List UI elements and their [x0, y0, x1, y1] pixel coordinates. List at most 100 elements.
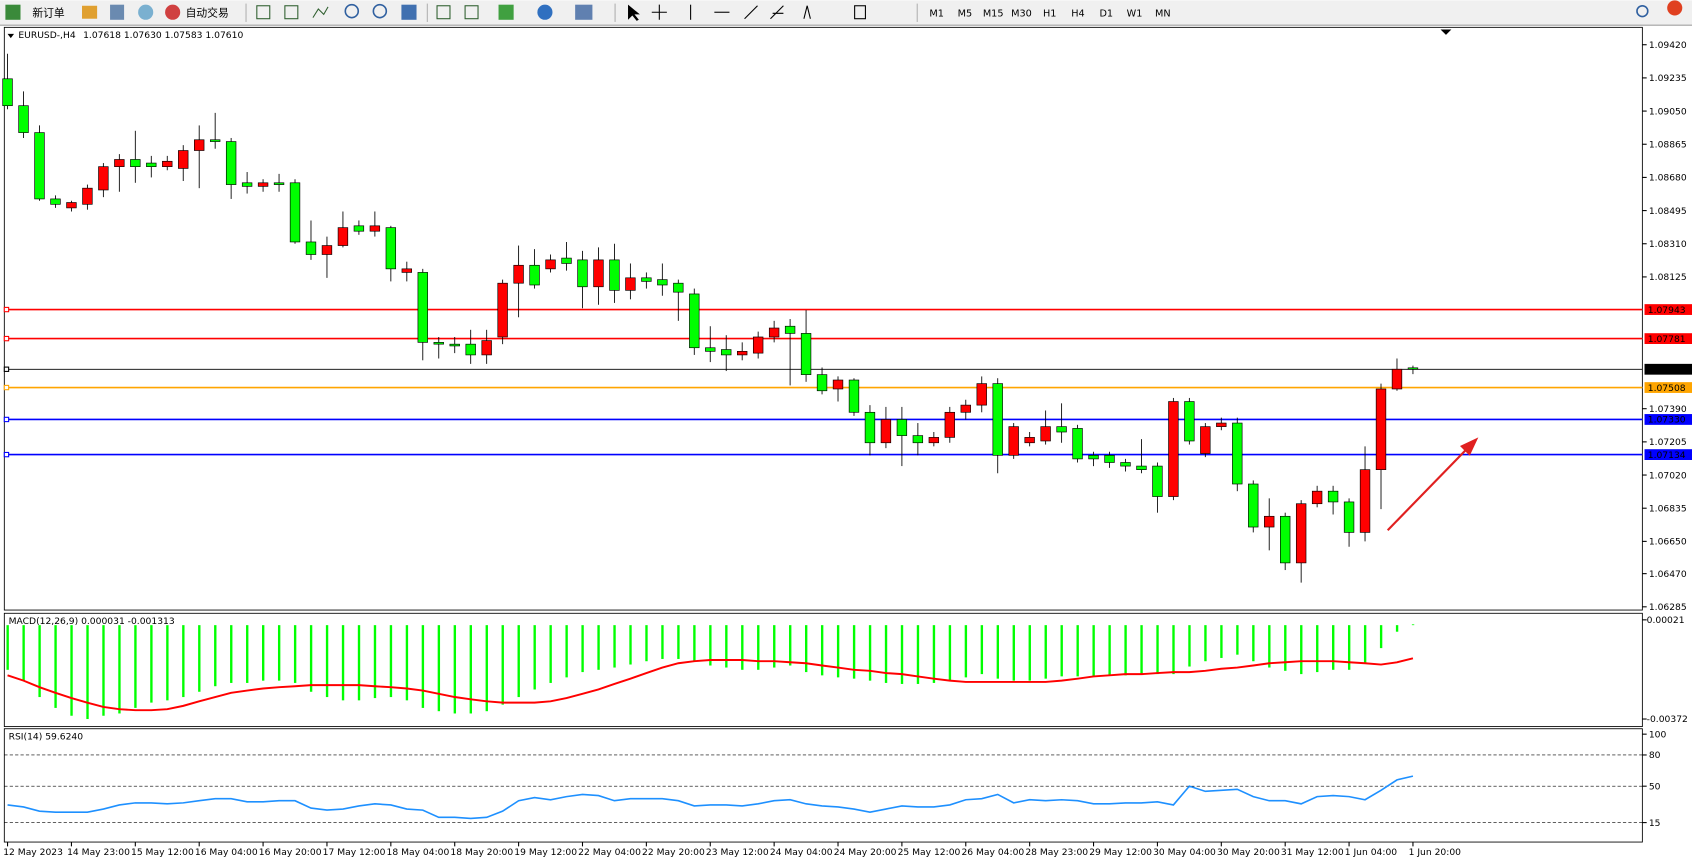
candle-body — [816, 374, 828, 392]
macd-histogram-bar — [277, 625, 281, 681]
y-tick-label: 50 — [1649, 781, 1661, 792]
candle-body — [1216, 422, 1227, 427]
chart-line-icon[interactable] — [312, 6, 329, 18]
macd-histogram-bar — [1395, 625, 1399, 632]
candle-body — [130, 159, 141, 167]
x-tick-label: 12 May 2023 — [3, 847, 63, 858]
tool-icon[interactable] — [138, 4, 154, 20]
candle-body — [657, 279, 668, 286]
cursor-icon[interactable] — [628, 4, 640, 21]
macd-histogram-bar — [373, 625, 377, 699]
new-order-icon[interactable] — [5, 4, 21, 20]
timeframe-button[interactable]: M5 — [958, 9, 973, 20]
level-price-box — [1644, 414, 1692, 425]
candle-body — [1359, 469, 1371, 533]
level-price-box — [1644, 449, 1692, 460]
notification-badge[interactable] — [1667, 0, 1683, 16]
macd-histogram-bar — [389, 625, 393, 698]
new-order-button[interactable]: 新订单 — [32, 7, 65, 20]
candle-body — [1008, 426, 1019, 456]
macd-histogram-bar — [916, 625, 920, 684]
timeframe-button[interactable]: H1 — [1043, 9, 1056, 20]
tool-icon[interactable] — [82, 5, 98, 19]
rsi-frame — [3, 728, 1643, 843]
macd-histogram-bar — [549, 625, 552, 683]
autoscroll-icon[interactable] — [436, 5, 451, 20]
macd-histogram-bar — [677, 625, 680, 659]
y-tick-label: 1.08680 — [1649, 173, 1687, 184]
periods-icon[interactable] — [537, 4, 553, 20]
candle-body — [353, 225, 365, 232]
macd-histogram-bar — [501, 625, 504, 705]
zoom-out-icon[interactable] — [372, 3, 388, 19]
macd-histogram-bar — [1140, 625, 1143, 675]
macd-histogram-bar — [836, 625, 840, 678]
candle-body — [289, 182, 301, 243]
macd-histogram-bar — [182, 625, 185, 698]
candle-body — [912, 435, 924, 444]
macd-histogram-bar — [325, 625, 329, 698]
macd-histogram-bar — [1044, 625, 1047, 679]
macd-histogram-bar — [741, 625, 744, 670]
candle-body — [561, 257, 572, 264]
x-tick-label: 24 May 20:00 — [834, 847, 897, 858]
chart-candles-icon[interactable] — [284, 5, 299, 20]
candle-body — [433, 342, 444, 345]
macd-histogram-bar — [1124, 625, 1127, 676]
candle-body — [928, 437, 940, 444]
x-tick-label: 22 May 04:00 — [578, 847, 641, 858]
macd-histogram-bar — [22, 625, 25, 681]
macd-histogram-bar — [789, 625, 792, 666]
candle-body — [832, 379, 844, 390]
label-icon[interactable] — [854, 5, 866, 20]
chart-bars-icon[interactable] — [256, 5, 271, 20]
tool-icon[interactable] — [110, 4, 125, 20]
candle-body — [2, 78, 13, 107]
x-tick-label: 25 May 12:00 — [898, 847, 961, 858]
candle-body — [960, 404, 971, 413]
timeframe-button[interactable]: W1 — [1127, 9, 1143, 20]
candle-body — [1264, 515, 1275, 528]
candle-body — [609, 259, 620, 291]
text-icon[interactable] — [803, 5, 811, 19]
search-icon[interactable] — [1636, 4, 1649, 18]
timeframe-button[interactable]: M1 — [929, 9, 944, 20]
candle-body — [577, 259, 588, 288]
templates-icon[interactable] — [575, 4, 593, 20]
timeframe-button[interactable]: H4 — [1071, 9, 1084, 20]
macd-histogram-bar — [1411, 624, 1415, 626]
level-price-label: 1.07134 — [1648, 450, 1686, 461]
candle-body — [944, 411, 955, 438]
level-price-label: 1.07943 — [1648, 305, 1686, 316]
indicators-icon[interactable] — [498, 4, 514, 20]
toolbar-items: 新订单 自动交易 — [5, 0, 1683, 22]
level-handle — [3, 335, 10, 342]
candle-body — [1311, 490, 1323, 505]
shift-icon[interactable] — [464, 5, 479, 20]
level-price-box — [1644, 304, 1692, 315]
macd-histogram-bar — [309, 625, 313, 692]
fibo-icon[interactable] — [770, 5, 784, 20]
timeframe-button[interactable]: MN — [1155, 9, 1171, 20]
symbol-menu-arrow[interactable] — [7, 33, 15, 39]
macd-histogram-bar — [198, 625, 201, 692]
timeframe-button[interactable]: M15 — [983, 9, 1004, 20]
auto-trade-button[interactable]: 自动交易 — [186, 7, 229, 20]
tile-icon[interactable] — [401, 4, 417, 20]
macd-histogram-bar — [86, 625, 89, 720]
macd-histogram-bar — [150, 625, 153, 703]
level-price-box — [1644, 333, 1692, 344]
trendline-icon[interactable] — [744, 5, 758, 20]
y-tick-label: 1.08865 — [1649, 139, 1687, 150]
macd-histogram-bar — [214, 625, 217, 687]
zoom-in-icon[interactable] — [344, 3, 360, 19]
macd-histogram-bar — [852, 625, 856, 679]
crosshair-icon[interactable] — [651, 4, 667, 20]
candle-body — [1040, 426, 1051, 442]
timeframe-button[interactable]: M30 — [1011, 9, 1032, 20]
candle-body — [864, 411, 876, 444]
timeframe-button[interactable]: D1 — [1099, 9, 1113, 20]
auto-trade-icon[interactable] — [165, 4, 181, 20]
y-tick-label: 80 — [1649, 750, 1661, 761]
candle-body — [848, 379, 860, 413]
